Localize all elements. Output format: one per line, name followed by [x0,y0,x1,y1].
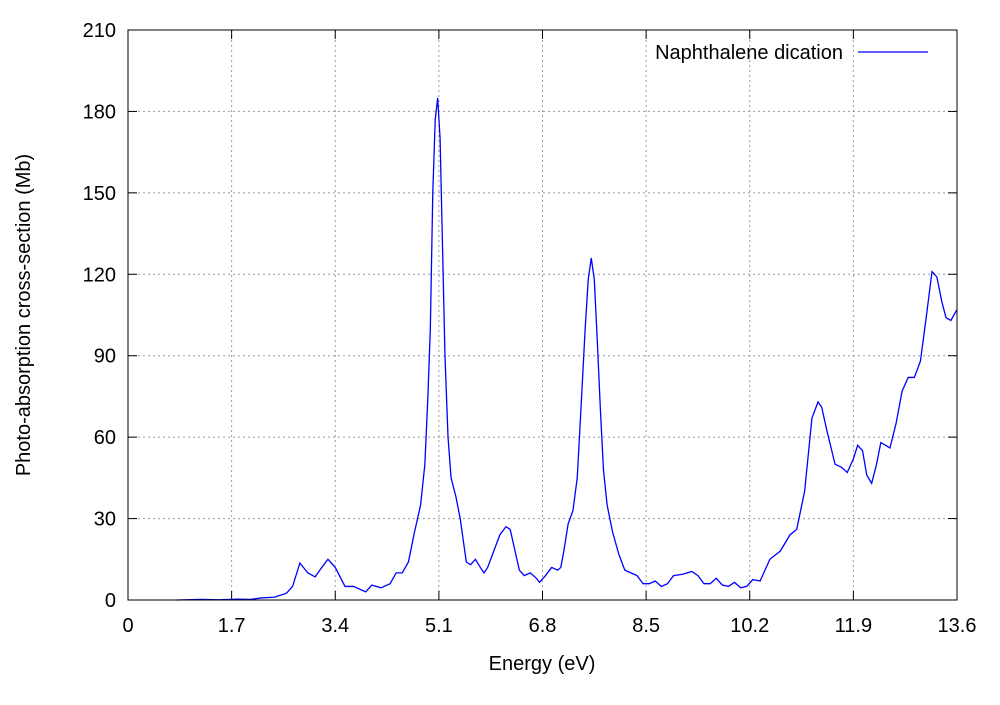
x-tick-label: 11.9 [835,615,872,637]
y-tick-label: 60 [94,427,116,449]
y-tick-label: 150 [83,183,116,205]
x-tick-label: 0 [122,615,133,637]
y-tick-label: 30 [94,509,116,531]
x-axis-label: Energy (eV) [489,653,596,675]
y-tick-label: 90 [94,346,116,368]
y-tick-label: 210 [83,20,116,42]
x-tick-label: 8.5 [632,615,660,637]
x-tick-label: 13.6 [938,615,977,637]
x-tick-label: 10.2 [730,615,769,637]
x-tick-label: 3.4 [321,615,349,637]
legend-label: Naphthalene dication [655,42,843,64]
y-tick-label: 120 [83,264,116,286]
x-tick-label: 6.8 [529,615,557,637]
y-axis-label: Photo-absorption cross-section (Mb) [13,154,35,476]
x-tick-label: 1.7 [218,615,246,637]
y-tick-label: 180 [83,101,116,123]
x-tick-label: 5.1 [425,615,453,637]
plot-frame [127,29,958,601]
data-line [176,97,958,601]
y-tick-label: 0 [105,590,116,612]
